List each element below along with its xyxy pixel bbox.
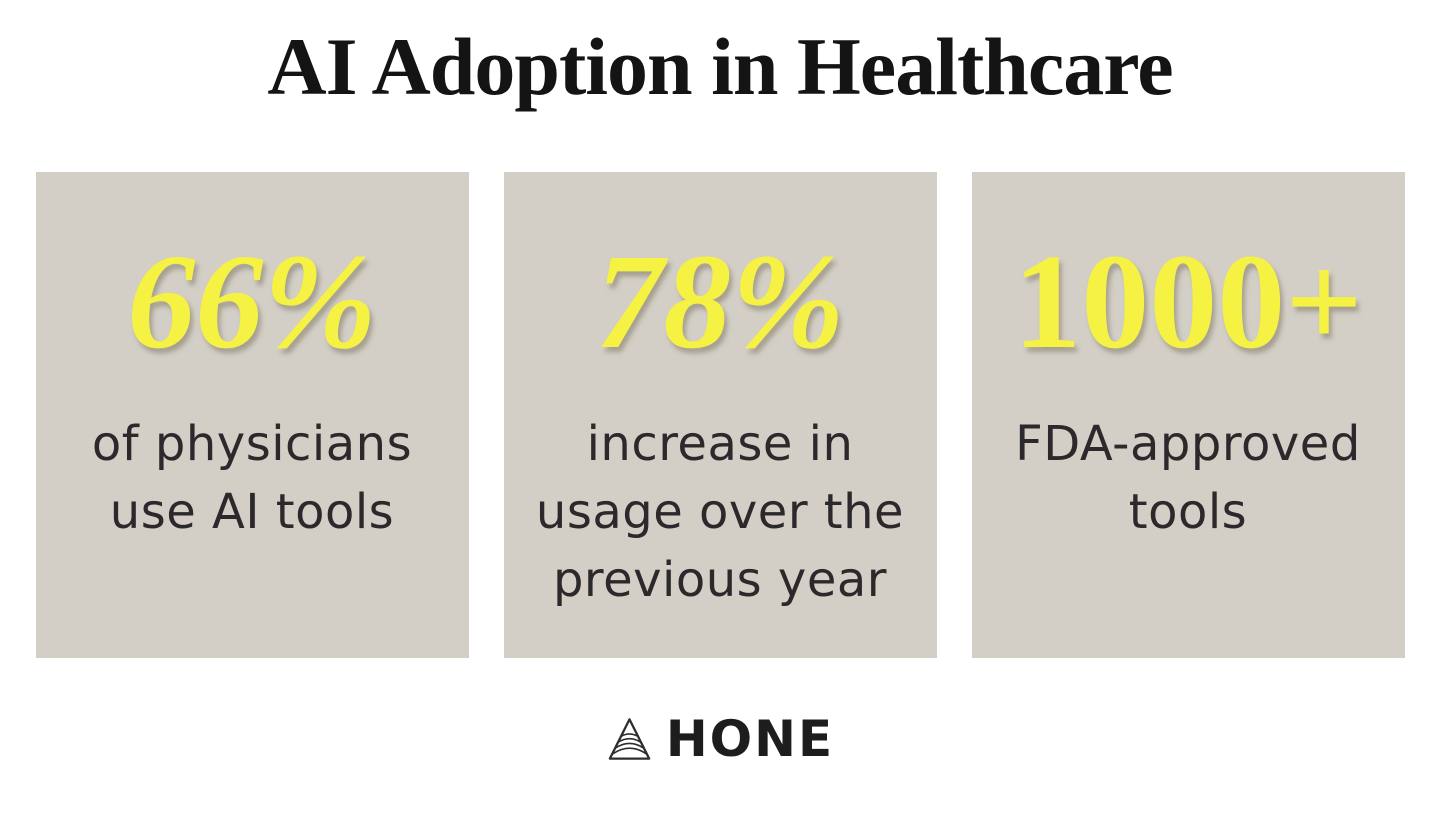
- stats-row: 66% of physicians use AI tools 78% incre…: [0, 172, 1440, 658]
- brand-footer: HONE: [0, 710, 1440, 768]
- stat-card-physicians: 66% of physicians use AI tools: [35, 172, 469, 658]
- stat-label-usage-increase: increase in usage over the previous year: [535, 416, 905, 608]
- triangle-arcs-icon: [606, 716, 653, 762]
- stat-label-fda-tools: FDA-approved tools: [1015, 416, 1361, 540]
- brand-name: HONE: [665, 710, 835, 768]
- stat-value-usage-increase: 78%: [595, 227, 845, 377]
- page-title: AI Adoption in Healthcare: [267, 21, 1173, 112]
- stat-card-fda-tools: 1000+ FDA-approved tools: [971, 172, 1405, 658]
- stat-label-physicians: of physicians use AI tools: [91, 416, 413, 540]
- stat-card-usage-increase: 78% increase in usage over the previous …: [503, 172, 937, 658]
- infographic: AI Adoption in Healthcare 66% of physici…: [0, 24, 1440, 768]
- stat-value-physicians: 66%: [127, 227, 377, 377]
- stat-value-fda-tools: 1000+: [1013, 227, 1363, 377]
